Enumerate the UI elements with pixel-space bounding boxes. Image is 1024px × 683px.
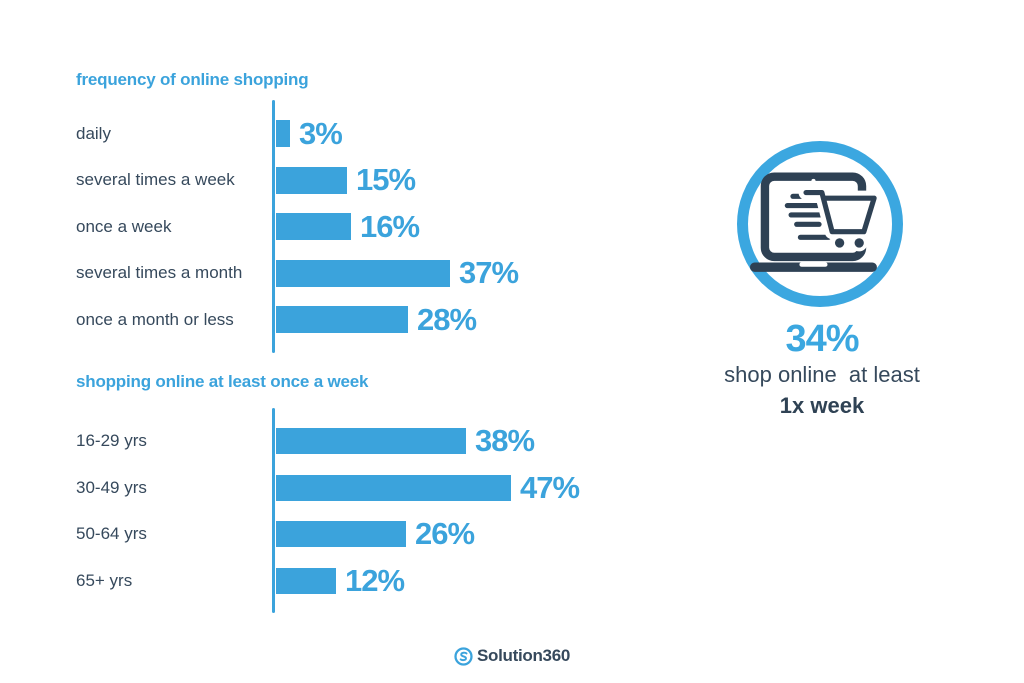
category-label: 16-29 yrs [76, 431, 147, 450]
chart1-plot: daily 3% several times a week 15% once a wee… [76, 100, 676, 353]
footer-logo: Solution360 [0, 646, 1024, 666]
value-label: 28% [417, 301, 477, 337]
bar [276, 567, 336, 594]
bar [276, 428, 466, 454]
value-label: 15% [356, 162, 416, 197]
chart1-title: frequency of online shopping [76, 70, 309, 89]
bar-row: 50-64 yrs 26% [76, 516, 676, 551]
bar [276, 259, 450, 287]
value-label: 3% [299, 115, 343, 151]
bar [276, 213, 351, 240]
value-label: 37% [459, 255, 519, 290]
chart2-plot: 16-29 yrs 38% 30-49 yrs 47% 50-64 yrs 26% 65+ … [76, 408, 676, 613]
bar-row: several times a week 15% [76, 162, 676, 197]
category-label: once a month or less [76, 309, 234, 329]
category-label: several times a week [76, 170, 235, 189]
bar [276, 306, 408, 333]
category-label: 65+ yrs [76, 570, 133, 590]
bar-row: once a week 16% [76, 209, 676, 244]
value-label: 16% [360, 208, 420, 244]
category-label: daily [76, 123, 111, 143]
highlight-caption-line2: 1x week [779, 393, 865, 418]
highlight-percentage: 34% [785, 318, 859, 360]
solution360-s-icon [454, 646, 473, 666]
highlight-caption-line1: shop online at least [724, 362, 920, 387]
category-label: 30-49 yrs [76, 477, 147, 497]
bar [276, 120, 290, 147]
category-label: 50-64 yrs [76, 524, 147, 543]
bar [276, 166, 347, 194]
bar-row: daily 3% [76, 116, 676, 151]
category-label: several times a month [76, 263, 243, 282]
bar-row: once a month or less 28% [76, 302, 676, 337]
bar-row: several times a month 37% [76, 255, 676, 290]
highlight-circle [737, 141, 903, 307]
value-label: 47% [520, 469, 580, 505]
bar-row: 65+ yrs 12% [76, 563, 676, 598]
chart2-axis-line [272, 408, 275, 613]
bar-row: 16-29 yrs 38% [76, 423, 676, 458]
bar [276, 474, 511, 501]
chart1-axis-line [272, 100, 275, 353]
footer-logo-text: Solution360 [476, 646, 571, 665]
value-label: 12% [345, 562, 405, 598]
value-label: 26% [415, 516, 475, 551]
chart2-title: shopping online at least once a week [76, 372, 369, 391]
category-label: once a week [76, 216, 172, 236]
value-label: 38% [475, 423, 535, 458]
bar [276, 521, 406, 547]
bar-row: 30-49 yrs 47% [76, 470, 676, 505]
laptop-with-shopping-cart-icon [750, 172, 882, 272]
